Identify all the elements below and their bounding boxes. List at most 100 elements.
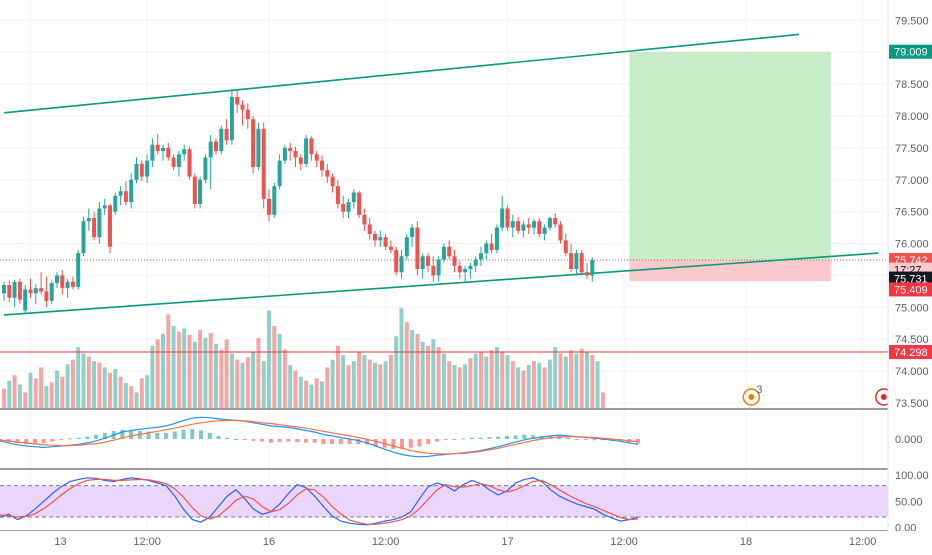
macd-histogram-bar [391,439,396,449]
drawing-lines[interactable] [0,33,888,353]
volume-bar [569,350,574,408]
candle-body [452,256,457,266]
candle-body [542,227,547,234]
macd-histogram-bar [321,439,326,444]
candle-body [484,243,489,254]
volume-bar [547,359,552,408]
volume-bar [500,351,505,408]
candle-body [240,104,245,110]
volume-bar [166,314,171,408]
volume-bar [129,386,134,408]
macd-histogram-bar [356,439,361,444]
price-tag-label: 79.009 [894,47,928,59]
time-axis[interactable]: 13 12:00 16 12:00 17 12:00 18 12:00 [0,531,932,550]
candle-body [415,227,420,270]
macd-histogram-bar [59,439,64,440]
macd-histogram-bar [15,439,20,444]
candle-body [441,246,446,260]
position-zones[interactable] [629,51,831,282]
candle-body [277,160,282,187]
candle-body [92,218,97,238]
volume-bar [516,367,521,408]
time-tick-label: 12:00 [372,536,400,548]
volume-bar [214,344,218,408]
volume-bar [44,386,49,408]
candle-body [500,208,505,228]
volume-bar [431,339,436,408]
candle-body [267,198,271,215]
candle-body [208,141,213,158]
candle-body [473,259,478,266]
candle-body [447,246,452,257]
macd-histogram-bar [251,439,256,441]
candle-body [293,151,298,158]
volume-bar [532,361,536,408]
price-tick-label: 75.000 [895,302,929,314]
volume-bar [33,378,38,408]
candle-body [118,191,123,196]
volume-bar [367,359,372,408]
volume-bar [240,362,245,408]
price-axis[interactable]: 79.50079.00078.50078.00077.50077.00076.5… [887,0,932,550]
candle-body [102,205,107,209]
candle-body [192,176,197,204]
candle-body [383,237,388,247]
candle-body [574,253,579,270]
volume-bar [426,345,430,408]
volume-bar [176,331,181,408]
candle-body [510,221,515,228]
volume-bar [521,370,526,408]
price-tick-label: 76.000 [895,239,929,251]
price-tick-label: 74.000 [895,366,929,378]
candle-body [7,284,12,298]
event-markers[interactable]: 311 [742,384,900,406]
macd-histogram-bar [50,439,55,442]
volume-bar [55,370,59,408]
volume-bar [320,381,324,408]
volume-bar [468,358,473,408]
volume-bar [7,380,12,408]
candle-body [256,128,261,168]
macd-histogram-bar [181,429,186,439]
candle-body [229,96,234,141]
candle-body [314,154,319,161]
macd-histogram-bar [260,439,265,442]
event-marker-dot [748,394,755,400]
volume-bar [203,337,208,408]
volume-bar [97,362,102,408]
volume-bar [542,367,547,408]
macd-histogram-bar [400,439,405,449]
channel-lower-line [3,252,879,316]
volume-bar [383,361,388,408]
macd-histogram-bar [216,435,221,439]
volume-bar [399,308,404,408]
macd-histogram-bar [426,439,431,444]
candle-body [579,253,584,273]
candle-body [70,281,75,287]
volume-bar [346,365,351,408]
stoch-tick-label: 100.00 [895,470,929,482]
volume-bar [357,351,362,408]
volume-bar [235,359,240,408]
volume-bar [563,356,568,408]
macd-pane [0,416,640,458]
event-marker-dot [880,394,887,400]
candle-body [33,288,38,294]
macd-histogram-bar [566,437,571,439]
stoch-k-line [0,477,639,526]
candle-body [373,233,377,241]
candle-body [431,265,436,276]
candle-body [553,218,558,225]
price-tag [889,282,932,297]
event-marker-icon [742,388,761,406]
macd-histogram-bar [461,438,466,440]
volume-bar [595,361,600,408]
macd-histogram-bar [120,429,125,439]
volume-bar [585,351,589,408]
time-tick-label: 16 [263,536,275,548]
volume-bar [298,376,303,408]
volume-bar [415,333,420,408]
price-tag [889,271,932,286]
